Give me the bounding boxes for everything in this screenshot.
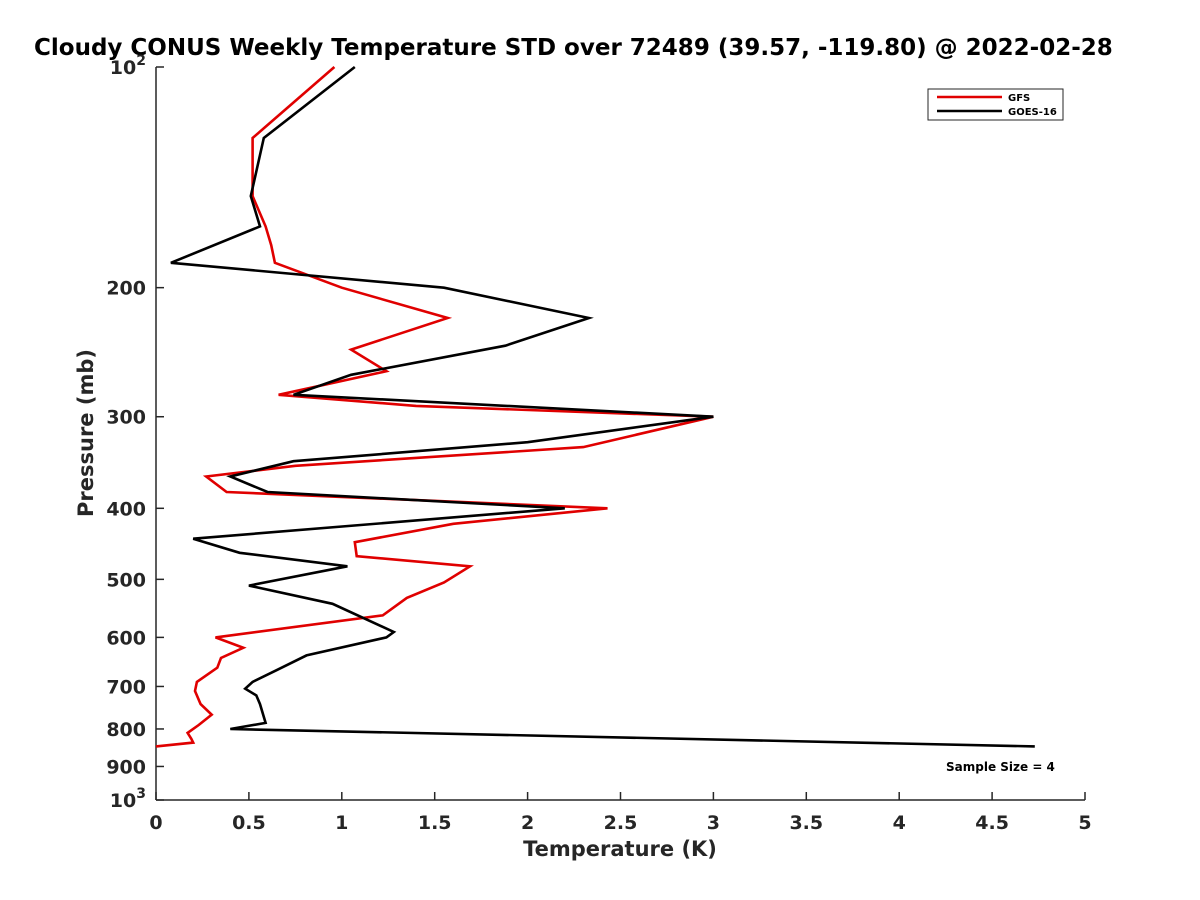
y-tick-label: 103 (110, 786, 146, 812)
y-tick-label: 500 (106, 569, 146, 591)
plot-area (155, 67, 1085, 801)
y-tick-label: 200 (106, 278, 146, 300)
y-tick-exponent: 2 (136, 53, 146, 69)
legend-box (927, 88, 1064, 121)
x-tick-label: 2 (521, 812, 534, 834)
y-tick-label: 800 (106, 719, 146, 741)
series-line-gfs (155, 66, 714, 748)
x-tick-label: 5 (1078, 812, 1091, 834)
x-tick-label: 4 (893, 812, 906, 834)
legend-label-gfs: GFS (1008, 93, 1030, 104)
y-tick-label: 102 (110, 53, 146, 79)
x-axis-label: Temperature (K) (523, 837, 717, 861)
x-tick-label: 0.5 (232, 812, 266, 834)
legend-label-goes-16: GOES-16 (1008, 107, 1057, 118)
x-tick-label: 3.5 (789, 812, 823, 834)
y-tick-base: 10 (110, 57, 136, 79)
legend: GFS GOES-16 (927, 88, 1064, 121)
x-tick-label: 0 (149, 812, 162, 834)
x-tick-label: 1.5 (418, 812, 452, 834)
y-tick-label: 400 (106, 498, 146, 520)
y-tick-base: 10 (110, 790, 136, 812)
y-tick-label: 300 (106, 407, 146, 429)
y-tick-label: 700 (106, 676, 146, 698)
y-axis-label: Pressure (mb) (74, 349, 98, 517)
chart-title: Cloudy CONUS Weekly Temperature STD over… (34, 35, 1113, 61)
x-ticks: 0 0.5 1 1.5 2 2.5 3 3.5 4 4.5 5 (149, 792, 1092, 834)
x-tick-label: 4.5 (975, 812, 1009, 834)
y-tick-label: 900 (106, 756, 146, 778)
sample-size-annotation: Sample Size = 4 (946, 760, 1055, 774)
y-tick-exponent: 3 (136, 786, 146, 802)
series-line-goes-16 (170, 65, 1035, 748)
series-lines (155, 65, 1035, 748)
y-tick-label: 600 (106, 627, 146, 649)
x-tick-label: 1 (335, 812, 348, 834)
x-tick-label: 2.5 (604, 812, 638, 834)
x-tick-label: 3 (707, 812, 720, 834)
